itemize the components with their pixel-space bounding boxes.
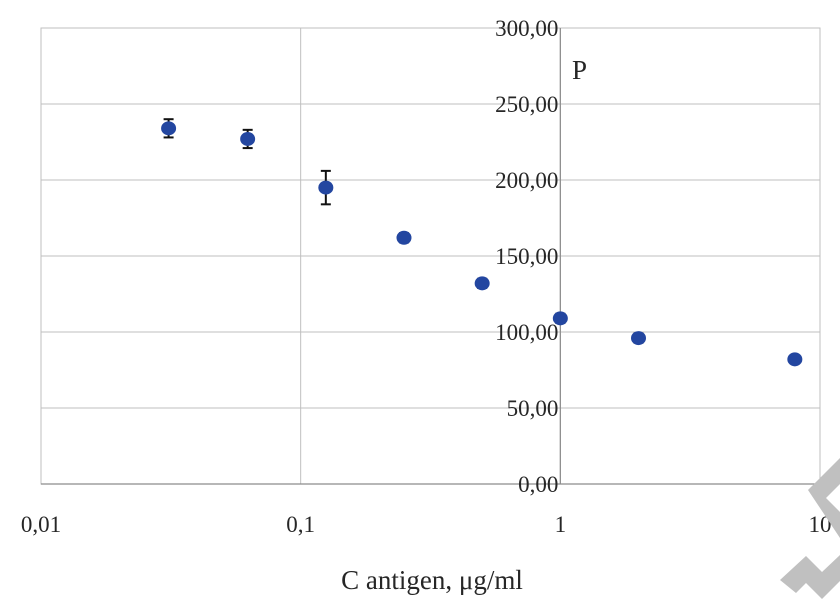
data-point bbox=[787, 352, 803, 367]
corner-watermark-shape bbox=[808, 458, 840, 538]
y-axis-label: P bbox=[572, 55, 587, 85]
x-axis-label: C antigen, μg/ml bbox=[341, 565, 523, 595]
axes bbox=[41, 28, 820, 485]
data-point bbox=[631, 331, 647, 346]
data-point bbox=[552, 311, 568, 326]
x-tick-label: 0,01 bbox=[21, 512, 61, 537]
data-points bbox=[161, 121, 803, 367]
grid-lines bbox=[40, 27, 821, 485]
y-tick-label: 50,00 bbox=[507, 396, 559, 421]
tick-labels: 0,00 50,00 100,00 150,00 200,00 250,00 300,00 0… bbox=[21, 16, 832, 537]
corner-watermark-shape-lower bbox=[780, 555, 840, 599]
x-tick-label: 10 bbox=[809, 512, 832, 537]
y-tick-label: 150,00 bbox=[495, 244, 558, 269]
x-tick-label: 1 bbox=[555, 512, 567, 537]
data-point bbox=[396, 230, 412, 245]
data-point bbox=[240, 131, 256, 146]
y-tick-label: 300,00 bbox=[495, 16, 558, 41]
data-point bbox=[161, 121, 177, 136]
error-bars bbox=[163, 118, 800, 364]
y-tick-label: 250,00 bbox=[495, 92, 558, 117]
data-point bbox=[474, 276, 490, 291]
y-tick-label: 200,00 bbox=[495, 168, 558, 193]
x-tick-label: 0,1 bbox=[286, 512, 315, 537]
y-tick-label: 100,00 bbox=[495, 320, 558, 345]
data-point bbox=[318, 180, 334, 195]
y-tick-label: 0,00 bbox=[518, 472, 558, 497]
